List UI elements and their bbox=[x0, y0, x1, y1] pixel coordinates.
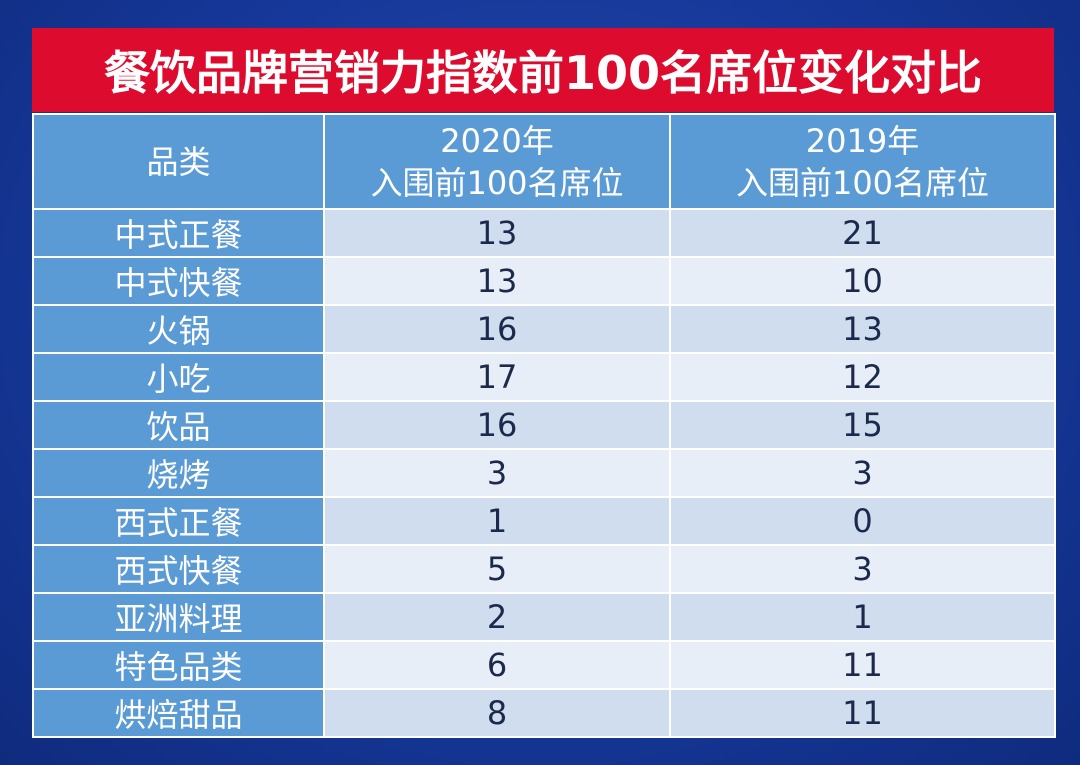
value-2020-cell: 5 bbox=[323, 544, 671, 594]
table-body: 中式正餐 13 21 中式快餐 13 10 火锅 16 13 小吃 17 12 饮品 16 15 烧烤 3 3 西式… bbox=[32, 208, 1056, 738]
value-2019-cell: 3 bbox=[669, 544, 1056, 594]
value-2020-cell: 1 bbox=[323, 496, 671, 546]
category-cell: 小吃 bbox=[32, 352, 325, 402]
value-2019-cell: 11 bbox=[669, 688, 1056, 738]
value-2019-cell: 12 bbox=[669, 352, 1056, 402]
value-2020-cell: 17 bbox=[323, 352, 671, 402]
category-cell: 中式正餐 bbox=[32, 208, 325, 258]
value-2020-cell: 3 bbox=[323, 448, 671, 498]
table-row: 烘焙甜品 8 11 bbox=[32, 688, 1056, 738]
chart-title: 餐饮品牌营销力指数前100名席位变化对比 bbox=[103, 46, 983, 100]
header-row: 品类 2020年 入围前100名席位 2019年 入围前100名席位 bbox=[32, 113, 1056, 210]
value-2019-cell: 3 bbox=[669, 448, 1056, 498]
value-2020-cell: 2 bbox=[323, 592, 671, 642]
value-2020-cell: 16 bbox=[323, 400, 671, 450]
table-row: 烧烤 3 3 bbox=[32, 448, 1056, 498]
category-cell: 亚洲料理 bbox=[32, 592, 325, 642]
value-2019-cell: 11 bbox=[669, 640, 1056, 690]
header-2020: 2020年 入围前100名席位 bbox=[323, 113, 671, 210]
category-cell: 火锅 bbox=[32, 304, 325, 354]
value-2020-cell: 13 bbox=[323, 208, 671, 258]
value-2020-cell: 8 bbox=[323, 688, 671, 738]
header-2019-year: 2019年 bbox=[805, 121, 920, 160]
table-row: 中式快餐 13 10 bbox=[32, 256, 1056, 306]
table-row: 西式正餐 1 0 bbox=[32, 496, 1056, 546]
category-cell: 西式快餐 bbox=[32, 544, 325, 594]
data-table: 品类 2020年 入围前100名席位 2019年 入围前100名席位 中式正餐 1… bbox=[32, 113, 1056, 738]
table-row: 西式快餐 5 3 bbox=[32, 544, 1056, 594]
title-bar: 餐饮品牌营销力指数前100名席位变化对比 bbox=[32, 28, 1054, 112]
value-2019-cell: 10 bbox=[669, 256, 1056, 306]
table-row: 火锅 16 13 bbox=[32, 304, 1056, 354]
table-row: 亚洲料理 2 1 bbox=[32, 592, 1056, 642]
header-category-label: 品类 bbox=[146, 142, 211, 181]
value-2020-cell: 16 bbox=[323, 304, 671, 354]
value-2020-cell: 6 bbox=[323, 640, 671, 690]
category-cell: 特色品类 bbox=[32, 640, 325, 690]
category-cell: 烘焙甜品 bbox=[32, 688, 325, 738]
header-category: 品类 bbox=[32, 113, 325, 210]
category-cell: 饮品 bbox=[32, 400, 325, 450]
table-row: 特色品类 6 11 bbox=[32, 640, 1056, 690]
table-row: 小吃 17 12 bbox=[32, 352, 1056, 402]
header-2019: 2019年 入围前100名席位 bbox=[669, 113, 1056, 210]
header-2020-desc: 入围前100名席位 bbox=[370, 163, 624, 202]
table-row: 中式正餐 13 21 bbox=[32, 208, 1056, 258]
value-2020-cell: 13 bbox=[323, 256, 671, 306]
category-cell: 西式正餐 bbox=[32, 496, 325, 546]
value-2019-cell: 1 bbox=[669, 592, 1056, 642]
category-cell: 中式快餐 bbox=[32, 256, 325, 306]
table-row: 饮品 16 15 bbox=[32, 400, 1056, 450]
header-2019-desc: 入围前100名席位 bbox=[735, 163, 990, 202]
value-2019-cell: 15 bbox=[669, 400, 1056, 450]
header-2020-year: 2020年 bbox=[440, 121, 554, 160]
value-2019-cell: 21 bbox=[669, 208, 1056, 258]
value-2019-cell: 13 bbox=[669, 304, 1056, 354]
category-cell: 烧烤 bbox=[32, 448, 325, 498]
value-2019-cell: 0 bbox=[669, 496, 1056, 546]
